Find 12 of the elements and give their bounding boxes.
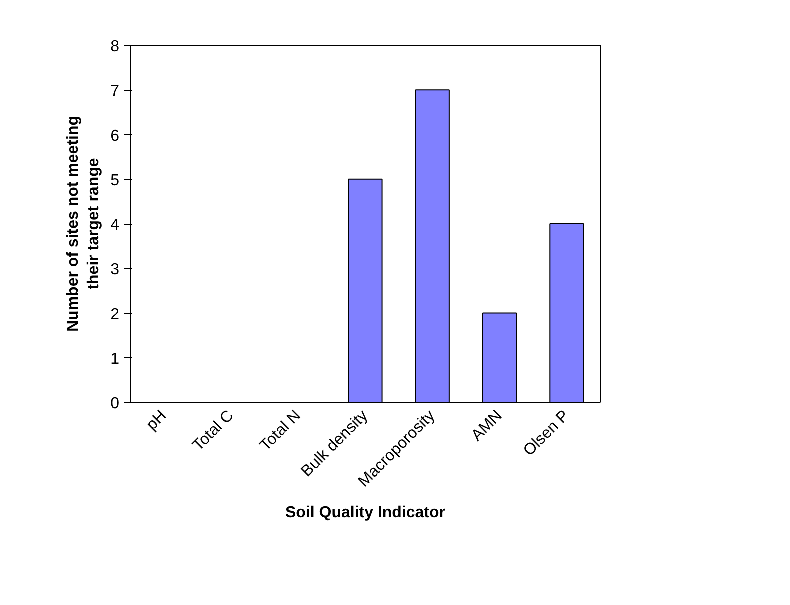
y-tick-label: 5 — [110, 172, 120, 190]
y-axis-title: Number of sites not meeting their target range — [65, 116, 103, 332]
y-tick-label: 4 — [110, 217, 120, 234]
y-tick-label: 1 — [110, 350, 120, 368]
y-tick-label: 3 — [110, 262, 120, 279]
y-tick-label: 8 — [110, 38, 120, 56]
y-tick-label: 7 — [110, 83, 120, 100]
x-axis-title: Soil Quality Indicator — [285, 504, 446, 522]
y-tick-label: 6 — [110, 128, 120, 145]
y-tick-label: 2 — [110, 306, 120, 324]
x-tick-label: pH — [144, 407, 170, 434]
y-tick-label: 0 — [110, 396, 120, 412]
